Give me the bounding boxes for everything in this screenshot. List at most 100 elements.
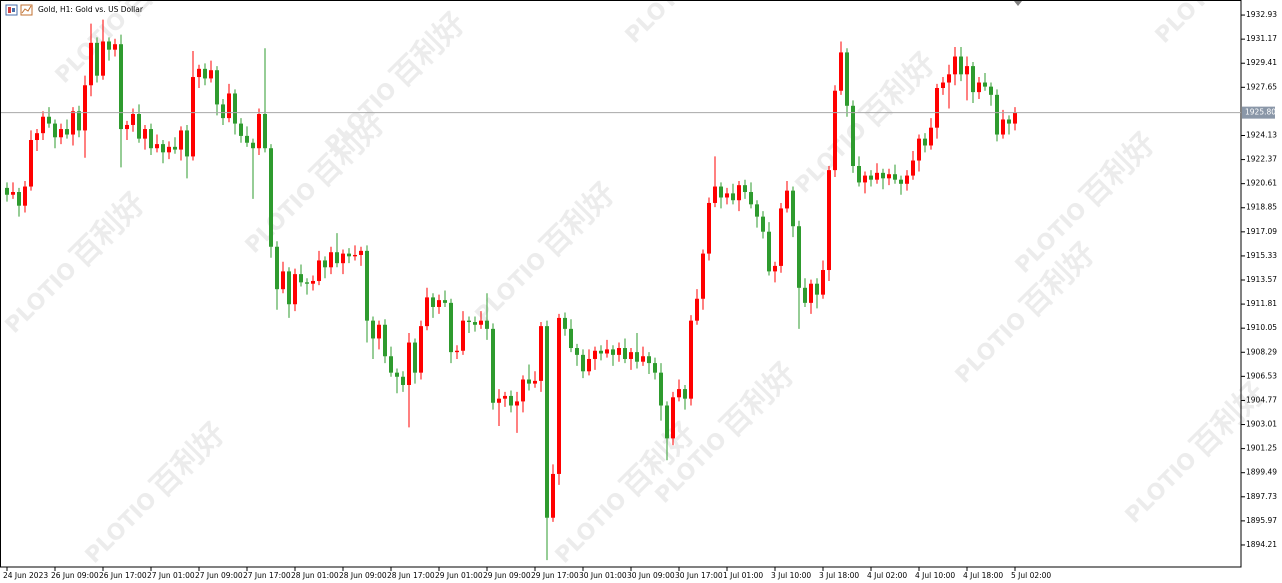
candle-body bbox=[419, 326, 423, 373]
x-tick-label: 4 Jul 18:00 bbox=[963, 571, 1003, 580]
candle-body bbox=[881, 172, 885, 179]
candle-body bbox=[827, 170, 831, 271]
candle-body bbox=[557, 317, 561, 474]
candle-body bbox=[449, 302, 453, 353]
x-tick-label: 4 Jul 02:00 bbox=[867, 571, 907, 580]
candle-body bbox=[533, 380, 537, 384]
candle-body bbox=[35, 133, 39, 141]
candle-body bbox=[593, 350, 597, 359]
candle-body bbox=[473, 322, 477, 325]
candle-body bbox=[659, 372, 663, 406]
y-tick-label: 1903.01 bbox=[1246, 420, 1277, 429]
candle-body bbox=[749, 192, 753, 205]
x-tick-label: 28 Jun 17:00 bbox=[387, 571, 435, 580]
y-tick-label: 1894.21 bbox=[1246, 540, 1277, 549]
candle-body bbox=[395, 372, 399, 377]
y-tick-label: 1897.73 bbox=[1246, 492, 1277, 501]
candle-body bbox=[341, 253, 345, 264]
candle-body bbox=[617, 348, 621, 355]
candle-body bbox=[563, 317, 567, 329]
candle-body bbox=[611, 349, 615, 355]
candle-body bbox=[389, 356, 393, 373]
candle-body bbox=[923, 138, 927, 146]
candle-body bbox=[1007, 119, 1011, 124]
y-tick-label: 1922.37 bbox=[1246, 155, 1277, 164]
candle-body bbox=[605, 349, 609, 354]
candles bbox=[5, 19, 1017, 561]
candle-body bbox=[329, 252, 333, 268]
candle-body bbox=[77, 111, 81, 131]
candle-body bbox=[443, 300, 447, 303]
candle-body bbox=[899, 179, 903, 184]
candle-body bbox=[1013, 112, 1017, 124]
x-tick-label: 30 Jun 01:00 bbox=[579, 571, 627, 580]
candle-body bbox=[83, 85, 87, 131]
candle-body bbox=[821, 270, 825, 295]
candle-body bbox=[101, 41, 105, 76]
candle-body bbox=[185, 130, 189, 157]
candle-body bbox=[485, 320, 489, 329]
candle-body bbox=[125, 124, 129, 130]
candle-body bbox=[227, 93, 231, 119]
candle-body bbox=[797, 226, 801, 288]
candle-body bbox=[137, 114, 141, 139]
y-tick-label: 1920.61 bbox=[1246, 179, 1277, 188]
y-tick-label: 1895.97 bbox=[1246, 516, 1277, 525]
candle-body bbox=[323, 260, 327, 268]
candle-body bbox=[515, 401, 519, 406]
x-tick-label: 28 Jun 09:00 bbox=[339, 571, 387, 580]
candle-body bbox=[641, 356, 645, 362]
candle-body bbox=[737, 185, 741, 201]
candle-body bbox=[197, 68, 201, 78]
candle-body bbox=[467, 320, 471, 323]
candle-body bbox=[875, 172, 879, 180]
candle-body bbox=[857, 166, 861, 183]
candle-body bbox=[851, 105, 855, 167]
candle-body bbox=[629, 352, 633, 359]
candle-body bbox=[545, 326, 549, 518]
candle-body bbox=[71, 111, 75, 135]
chart-title: Gold, H1: Gold vs. US Dollar bbox=[38, 5, 144, 14]
candle-body bbox=[425, 297, 429, 327]
candle-body bbox=[815, 283, 819, 295]
candle-body bbox=[521, 379, 525, 402]
y-tick-label: 1908.29 bbox=[1246, 347, 1277, 356]
candle-body bbox=[929, 127, 933, 146]
candle-body bbox=[497, 398, 501, 403]
x-tick-label: 27 Jun 17:00 bbox=[243, 571, 291, 580]
candle-body bbox=[587, 358, 591, 372]
candle-body bbox=[191, 77, 195, 157]
candle-body bbox=[773, 265, 777, 272]
y-tick-label: 1911.81 bbox=[1246, 299, 1277, 308]
candle-body bbox=[365, 250, 369, 321]
candle-body bbox=[635, 352, 639, 362]
candle-body bbox=[437, 300, 441, 307]
candle-body bbox=[569, 328, 573, 349]
candle-body bbox=[761, 216, 765, 232]
icon-line bbox=[21, 5, 32, 14]
candle-body bbox=[653, 363, 657, 373]
y-tick-label: 1913.57 bbox=[1246, 275, 1277, 284]
candle-body bbox=[179, 130, 183, 150]
candle-body bbox=[983, 82, 987, 87]
candle-body bbox=[215, 70, 219, 105]
y-tick-label: 1917.09 bbox=[1246, 227, 1277, 236]
candle-body bbox=[89, 42, 93, 86]
candle-body bbox=[113, 44, 117, 50]
candle-body bbox=[269, 148, 273, 247]
y-tick-label: 1929.41 bbox=[1246, 58, 1277, 67]
x-tick-label: 27 Jun 09:00 bbox=[195, 571, 243, 580]
plot-border bbox=[0, 0, 1242, 568]
current-price-box bbox=[1242, 106, 1275, 119]
candle-body bbox=[527, 379, 531, 384]
candle-body bbox=[743, 185, 747, 193]
candle-body bbox=[719, 186, 723, 198]
candle-body bbox=[263, 114, 267, 149]
candle-body bbox=[95, 42, 99, 76]
candle-body bbox=[503, 395, 507, 399]
y-tick-label: 1906.53 bbox=[1246, 371, 1277, 380]
candle-body bbox=[551, 473, 555, 518]
candle-body bbox=[161, 144, 165, 153]
